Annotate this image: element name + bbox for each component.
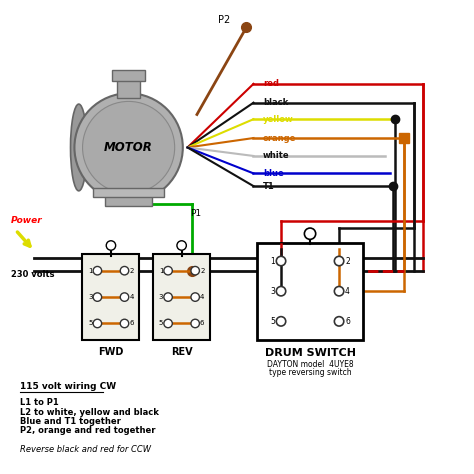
Circle shape: [334, 317, 344, 326]
FancyBboxPatch shape: [82, 255, 139, 340]
Text: 1: 1: [270, 256, 275, 265]
Ellipse shape: [71, 104, 87, 191]
Text: 5: 5: [270, 317, 275, 326]
Circle shape: [276, 286, 286, 296]
Bar: [117, 79, 140, 98]
Circle shape: [120, 319, 129, 328]
Text: blue: blue: [263, 169, 283, 178]
Text: 5: 5: [88, 320, 92, 327]
Circle shape: [106, 241, 116, 250]
Text: 4: 4: [345, 287, 350, 296]
Text: yellow: yellow: [263, 115, 294, 124]
Bar: [93, 188, 164, 197]
Text: 1: 1: [159, 268, 163, 273]
Text: L1 to P1: L1 to P1: [20, 398, 59, 407]
Text: 4: 4: [129, 294, 134, 300]
Text: P2, orange and red together: P2, orange and red together: [20, 427, 156, 436]
Text: 3: 3: [270, 287, 275, 296]
Text: 3: 3: [88, 294, 92, 300]
Text: orange: orange: [263, 134, 296, 143]
Text: L2 to white, yellow and black: L2 to white, yellow and black: [20, 408, 159, 417]
Text: 2: 2: [200, 268, 204, 273]
Circle shape: [120, 293, 129, 301]
Text: DAYTON model  4UYE8: DAYTON model 4UYE8: [267, 359, 353, 368]
Text: 6: 6: [200, 320, 204, 327]
Text: 6: 6: [129, 320, 134, 327]
Circle shape: [74, 93, 183, 201]
Text: type reversing switch: type reversing switch: [269, 367, 351, 376]
Text: black: black: [263, 98, 288, 107]
Circle shape: [164, 293, 173, 301]
Text: 115 volt wiring CW: 115 volt wiring CW: [20, 382, 116, 391]
Circle shape: [93, 293, 101, 301]
Circle shape: [191, 293, 200, 301]
Text: 6: 6: [345, 317, 350, 326]
Circle shape: [304, 228, 316, 239]
Bar: [112, 70, 145, 82]
Text: 5: 5: [159, 320, 163, 327]
FancyBboxPatch shape: [257, 243, 363, 340]
Bar: [105, 195, 152, 206]
Circle shape: [177, 241, 186, 250]
Text: 230 volts: 230 volts: [11, 270, 55, 279]
Text: FWD: FWD: [98, 347, 124, 357]
Circle shape: [191, 266, 200, 275]
FancyBboxPatch shape: [153, 255, 210, 340]
Text: T1: T1: [263, 182, 274, 191]
Text: MOTOR: MOTOR: [104, 141, 153, 154]
Circle shape: [120, 266, 129, 275]
Text: 1: 1: [88, 268, 92, 273]
Text: P1: P1: [190, 209, 201, 218]
Text: red: red: [263, 79, 279, 88]
Text: 2: 2: [129, 268, 134, 273]
Text: white: white: [263, 152, 290, 161]
Circle shape: [93, 319, 101, 328]
Text: 3: 3: [159, 294, 163, 300]
Text: Power: Power: [11, 216, 43, 225]
Text: DRUM SWITCH: DRUM SWITCH: [264, 348, 356, 358]
Circle shape: [164, 266, 173, 275]
Text: Reverse black and red for CCW: Reverse black and red for CCW: [20, 445, 151, 454]
Circle shape: [191, 319, 200, 328]
Text: 2: 2: [345, 256, 350, 265]
Circle shape: [334, 256, 344, 266]
Text: 4: 4: [200, 294, 204, 300]
Circle shape: [164, 319, 173, 328]
Circle shape: [93, 266, 101, 275]
Text: P2: P2: [218, 15, 230, 25]
Circle shape: [334, 286, 344, 296]
Text: Blue and T1 together: Blue and T1 together: [20, 417, 121, 426]
Circle shape: [276, 317, 286, 326]
Circle shape: [82, 101, 175, 193]
Text: REV: REV: [171, 347, 192, 357]
Circle shape: [276, 256, 286, 266]
